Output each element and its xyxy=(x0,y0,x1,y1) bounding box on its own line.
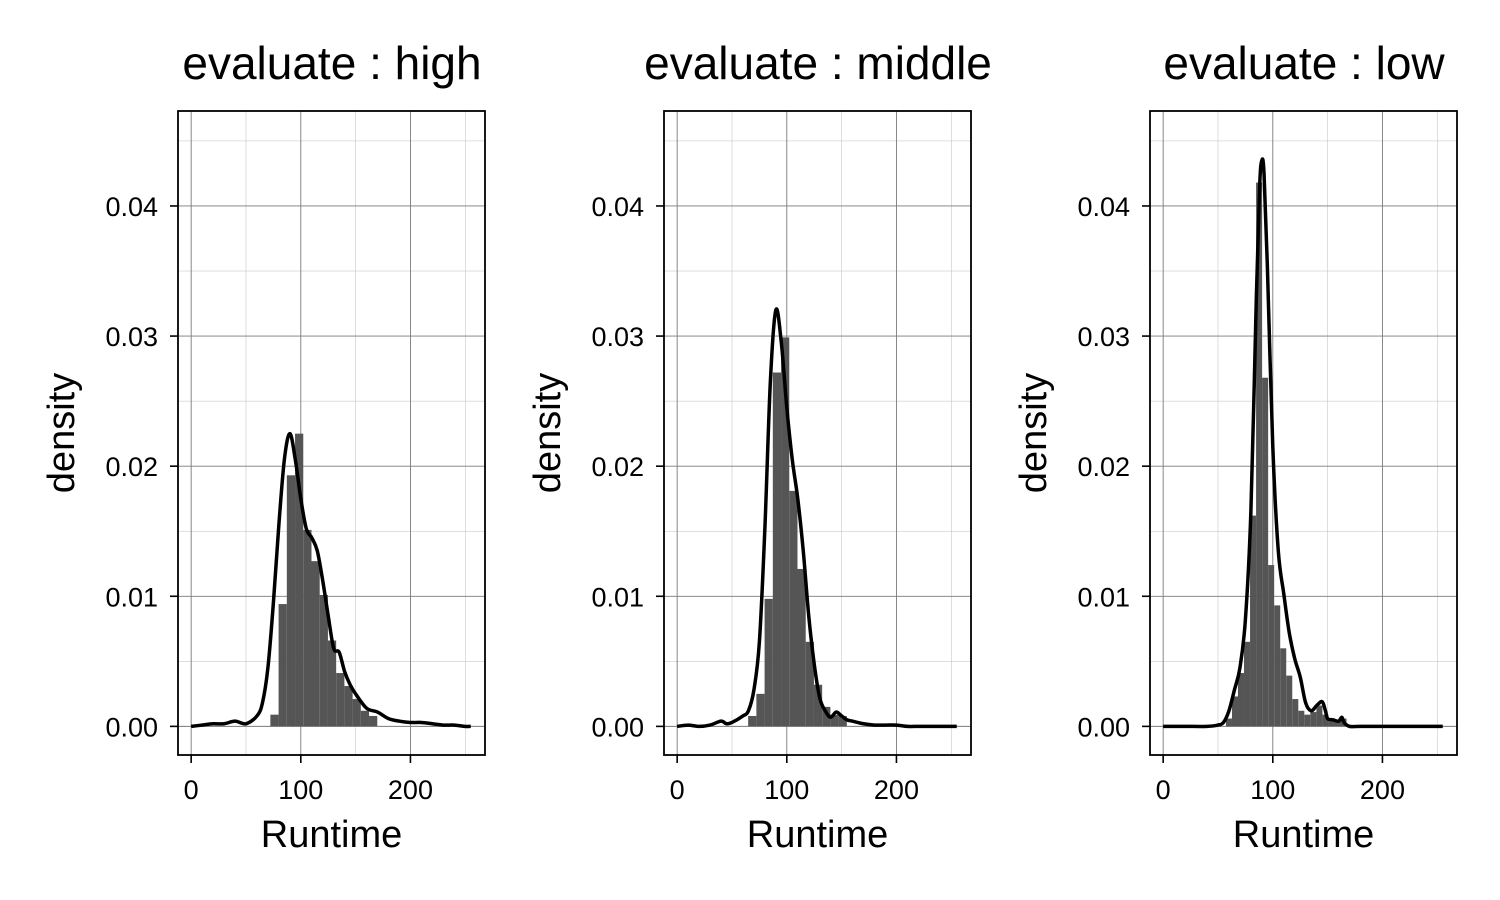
x-tick-label: 100 xyxy=(1250,775,1295,805)
histogram-bar xyxy=(1310,712,1317,727)
density-curve xyxy=(1163,157,1443,729)
panel-title: evaluate : high xyxy=(182,37,481,89)
histogram-bar xyxy=(319,594,328,727)
panel-evaluate-low: 0 100 200 0.00 0.01 0.02 0.03 0.04 Runtime densit… xyxy=(1013,37,1458,856)
y-axis-label: density xyxy=(527,373,569,493)
y-axis-label: density xyxy=(41,373,83,493)
histogram-bar xyxy=(822,706,831,727)
x-tick-label: 0 xyxy=(670,775,685,805)
y-tick-label: 0.04 xyxy=(105,192,158,222)
x-tick-label: 0 xyxy=(1156,775,1171,805)
histogram-bar xyxy=(1280,648,1287,727)
histogram-bar xyxy=(1256,182,1263,727)
panel-evaluate-high: 0 100 200 0.00 0.01 0.02 0.03 0.04 Runtime densit… xyxy=(41,37,486,856)
x-tick-label: 200 xyxy=(1360,775,1405,805)
plot-frame xyxy=(663,110,972,756)
histogram-bar xyxy=(286,475,296,727)
y-tick-label: 0.03 xyxy=(105,322,158,352)
histogram-bar xyxy=(1292,699,1299,727)
histogram-bar xyxy=(1225,718,1232,727)
histogram-bar xyxy=(1316,705,1323,727)
y-tick-label: 0.01 xyxy=(105,582,158,612)
histogram-bar xyxy=(1237,673,1245,727)
histogram-bar xyxy=(1322,714,1329,727)
y-tick-label: 0.02 xyxy=(105,452,158,482)
panel-evaluate-middle: 0 100 200 0.00 0.01 0.02 0.03 0.04 Runtime densit… xyxy=(527,37,992,856)
y-tick-label: 0.03 xyxy=(1077,322,1130,352)
histogram-bar xyxy=(1231,696,1238,727)
histogram-bar xyxy=(344,686,353,727)
x-axis-label: Runtime xyxy=(261,814,403,856)
y-tick-label: 0.04 xyxy=(1077,192,1130,222)
y-tick-label: 0.04 xyxy=(591,192,644,222)
y-tick-label: 0.01 xyxy=(591,582,644,612)
histogram-bar xyxy=(360,710,370,727)
panel-title: evaluate : middle xyxy=(644,37,992,89)
plot-frame xyxy=(177,110,486,756)
histogram-bar xyxy=(352,699,361,727)
histogram-bar xyxy=(327,640,337,727)
panel-title: evaluate : low xyxy=(1163,37,1445,89)
histogram-bar xyxy=(781,337,790,727)
density-curve xyxy=(676,307,957,729)
x-tick-label: 100 xyxy=(278,775,323,805)
histogram-bar xyxy=(756,693,765,727)
histogram-bar xyxy=(303,529,312,727)
histogram-bar xyxy=(797,568,806,727)
x-tick-label: 0 xyxy=(184,775,199,805)
plot-frame xyxy=(1149,110,1458,756)
x-axis-label: Runtime xyxy=(747,814,889,856)
histogram-bar xyxy=(1262,377,1269,727)
histogram-bar xyxy=(789,490,798,727)
histogram-bar xyxy=(1334,721,1341,727)
y-tick-label: 0.02 xyxy=(1077,452,1130,482)
histogram-bar xyxy=(311,561,320,727)
x-axis-label: Runtime xyxy=(1233,814,1375,856)
histogram-bar xyxy=(1274,605,1281,727)
y-axis-label: density xyxy=(1013,373,1055,493)
histogram-bar xyxy=(772,372,782,727)
density-curve xyxy=(190,431,471,729)
x-tick-label: 100 xyxy=(764,775,809,805)
histogram-bar xyxy=(748,715,757,727)
histogram-bar xyxy=(1286,675,1293,727)
histogram-bar xyxy=(813,684,823,727)
histogram-bar xyxy=(1250,515,1257,727)
histogram-bar xyxy=(1244,641,1251,727)
histogram-bar xyxy=(830,714,839,727)
histogram-bar xyxy=(270,714,279,727)
histogram-bar xyxy=(278,604,287,727)
histogram-bar xyxy=(838,715,847,727)
histogram-bar xyxy=(805,641,814,727)
y-tick-label: 0.00 xyxy=(1077,712,1130,742)
histogram-bar xyxy=(764,598,773,727)
y-tick-label: 0.00 xyxy=(105,712,158,742)
y-tick-label: 0.01 xyxy=(1077,582,1130,612)
x-tick-label: 200 xyxy=(388,775,433,805)
histogram-bar xyxy=(369,715,378,727)
y-tick-label: 0.00 xyxy=(591,712,644,742)
histogram-bar xyxy=(295,433,304,727)
histogram-bar xyxy=(336,673,345,727)
histogram-bar xyxy=(1268,565,1275,727)
y-tick-label: 0.02 xyxy=(591,452,644,482)
histogram-bar xyxy=(1328,721,1335,727)
y-tick-label: 0.03 xyxy=(591,322,644,352)
x-tick-label: 200 xyxy=(874,775,919,805)
histogram-bar xyxy=(1304,714,1311,727)
histogram-bar xyxy=(1298,710,1305,727)
